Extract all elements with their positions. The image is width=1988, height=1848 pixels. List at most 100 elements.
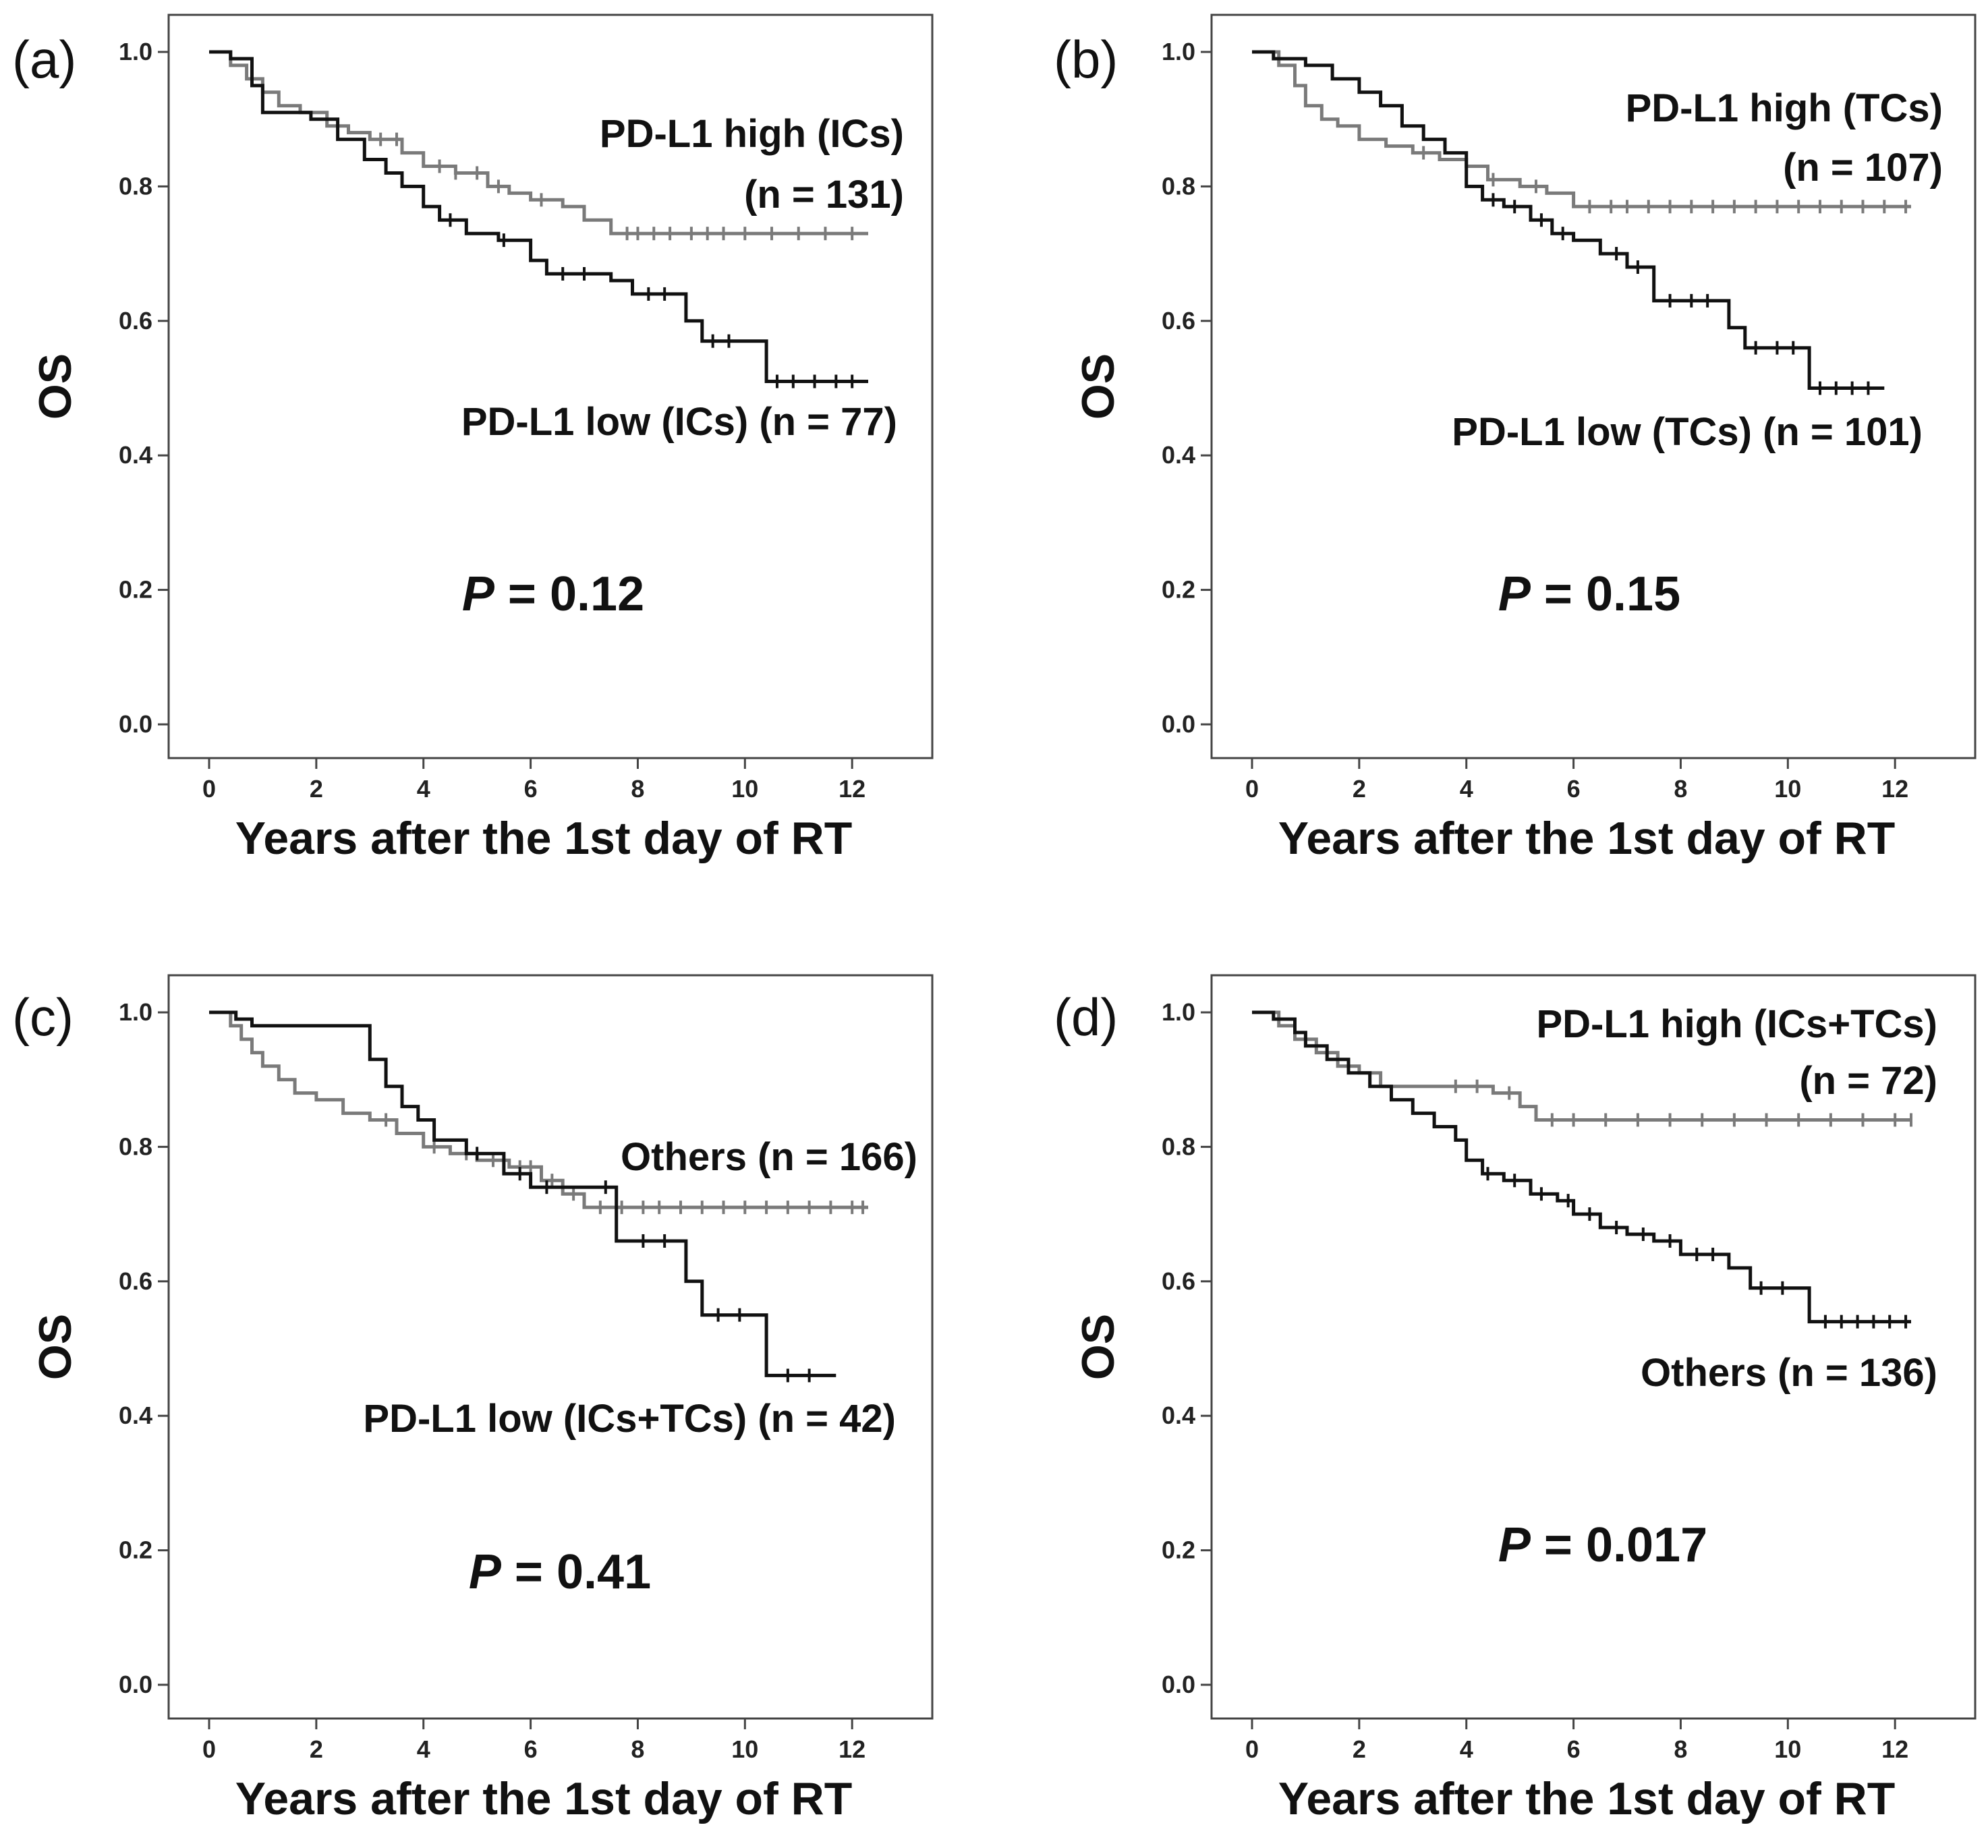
p-number: = 0.41 xyxy=(501,1545,651,1599)
p-symbol: P xyxy=(469,1545,502,1599)
x-tick-label: 8 xyxy=(631,1735,644,1763)
x-tick-label: 2 xyxy=(1353,1735,1366,1763)
x-tick-label: 10 xyxy=(1774,1735,1801,1763)
y-tick-label: 1.0 xyxy=(119,38,152,65)
x-tick-label: 8 xyxy=(1674,1735,1687,1763)
p-value: P = 0.41 xyxy=(469,1545,651,1599)
y-tick-label: 0.4 xyxy=(119,1402,152,1429)
y-tick-label: 0.6 xyxy=(119,1267,152,1295)
x-axis-title: Years after the 1st day of RT xyxy=(235,813,853,864)
y-tick-label: 0.4 xyxy=(1162,1402,1195,1429)
x-tick-label: 6 xyxy=(524,775,538,803)
series-annotation: PD-L1 high (ICs) xyxy=(600,112,904,156)
p-symbol: P xyxy=(462,567,495,621)
y-tick-label: 0.8 xyxy=(1162,172,1195,200)
p-value: P = 0.017 xyxy=(1498,1518,1707,1572)
y-tick-label: 0.0 xyxy=(1162,710,1195,738)
y-tick-label: 1.0 xyxy=(1162,38,1195,65)
y-tick-label: 0.2 xyxy=(119,576,152,604)
panel-a: 0.0 0.2 0.4 0.6 0.8 1.0 0 2 4 6 8 10 12 Years after t… xyxy=(12,13,934,864)
series-annotation: Others (n = 166) xyxy=(621,1135,917,1179)
panel-label: (c) xyxy=(12,987,74,1047)
y-tick-label: 0.0 xyxy=(119,710,152,738)
p-number: = 0.15 xyxy=(1531,567,1680,621)
y-tick-label: 0.2 xyxy=(119,1536,152,1564)
x-tick-label: 4 xyxy=(417,1735,430,1763)
x-tick-label: 6 xyxy=(524,1735,538,1763)
x-axis-title: Years after the 1st day of RT xyxy=(1278,1773,1896,1824)
x-tick-label: 10 xyxy=(1774,775,1801,803)
x-tick-label: 12 xyxy=(1881,775,1908,803)
panel-label: (b) xyxy=(1054,30,1118,89)
plot-frame xyxy=(167,13,934,759)
panel-b: 0.0 0.2 0.4 0.6 0.8 1.0 0 2 4 6 8 10 12 Years after t… xyxy=(1054,13,1977,864)
panel-d: 0.0 0.2 0.4 0.6 0.8 1.0 0 2 4 6 8 10 12 Years after t… xyxy=(1054,974,1977,1824)
y-tick-label: 0.4 xyxy=(1162,441,1195,469)
panel-c: 0.0 0.2 0.4 0.6 0.8 1.0 0 2 4 6 8 10 12 Years after t… xyxy=(12,974,934,1824)
x-tick-label: 4 xyxy=(1460,1735,1473,1763)
km-curve-black xyxy=(209,1010,836,1377)
panel-label: (d) xyxy=(1054,987,1118,1047)
series-annotation: PD-L1 high (ICs+TCs) xyxy=(1536,1002,1937,1046)
series-annotation: (n = 107) xyxy=(1783,146,1943,190)
p-value: P = 0.15 xyxy=(1498,567,1680,621)
y-tick-label: 0.8 xyxy=(119,172,152,200)
x-tick-label: 2 xyxy=(310,1735,323,1763)
x-tick-label: 2 xyxy=(310,775,323,803)
x-tick-label: 12 xyxy=(1881,1735,1908,1763)
series-annotation: (n = 72) xyxy=(1799,1059,1937,1103)
x-tick-label: 8 xyxy=(1674,775,1687,803)
series-annotation: PD-L1 low (ICs) (n = 77) xyxy=(461,400,897,444)
plot-frame xyxy=(1210,13,1977,759)
y-axis-title: OS xyxy=(1073,353,1124,420)
x-tick-label: 6 xyxy=(1567,775,1581,803)
p-value: P = 0.12 xyxy=(462,567,644,621)
x-tick-label: 2 xyxy=(1353,775,1366,803)
series-annotation: Others (n = 136) xyxy=(1641,1351,1937,1395)
p-number: = 0.017 xyxy=(1531,1518,1707,1572)
y-tick-label: 0.6 xyxy=(1162,1267,1195,1295)
x-axis-title: Years after the 1st day of RT xyxy=(235,1773,853,1824)
km-curve-black xyxy=(1252,1010,1911,1324)
y-tick-label: 1.0 xyxy=(1162,998,1195,1026)
y-tick-label: 0.6 xyxy=(1162,307,1195,335)
x-tick-label: 10 xyxy=(731,1735,758,1763)
x-tick-label: 4 xyxy=(417,775,430,803)
p-number: = 0.12 xyxy=(494,567,644,621)
panel-label: (a) xyxy=(12,30,76,89)
y-tick-label: 0.2 xyxy=(1162,576,1195,604)
x-tick-label: 0 xyxy=(202,1735,216,1763)
series-annotation: PD-L1 high (TCs) xyxy=(1626,86,1943,130)
x-tick-label: 12 xyxy=(839,1735,865,1763)
x-axis-title: Years after the 1st day of RT xyxy=(1278,813,1896,864)
series-annotation: (n = 131) xyxy=(744,173,904,216)
km-curve-black xyxy=(209,50,868,383)
y-tick-label: 0.8 xyxy=(1162,1132,1195,1160)
y-tick-label: 0.4 xyxy=(119,441,152,469)
y-tick-label: 1.0 xyxy=(119,998,152,1026)
y-axis-title: OS xyxy=(30,353,81,420)
x-tick-label: 8 xyxy=(631,775,644,803)
x-tick-label: 10 xyxy=(731,775,758,803)
plot-frame xyxy=(1210,974,1977,1720)
p-symbol: P xyxy=(1498,567,1531,621)
x-tick-label: 0 xyxy=(1245,1735,1259,1763)
x-tick-label: 0 xyxy=(202,775,216,803)
series-annotation: PD-L1 low (ICs+TCs) (n = 42) xyxy=(363,1397,896,1441)
x-tick-label: 4 xyxy=(1460,775,1473,803)
series-annotation: PD-L1 low (TCs) (n = 101) xyxy=(1452,410,1923,454)
x-tick-label: 0 xyxy=(1245,775,1259,803)
km-curve-gray xyxy=(209,1010,868,1209)
y-tick-label: 0.0 xyxy=(1162,1671,1195,1698)
y-axis-title: OS xyxy=(1073,1314,1124,1380)
km-curve-gray xyxy=(1252,50,1911,208)
y-tick-label: 0.6 xyxy=(119,307,152,335)
plot-frame xyxy=(167,974,934,1720)
y-tick-label: 0.8 xyxy=(119,1132,152,1160)
y-tick-label: 0.0 xyxy=(119,1671,152,1698)
x-tick-label: 6 xyxy=(1567,1735,1581,1763)
y-axis-title: OS xyxy=(30,1314,81,1380)
p-symbol: P xyxy=(1498,1518,1531,1572)
